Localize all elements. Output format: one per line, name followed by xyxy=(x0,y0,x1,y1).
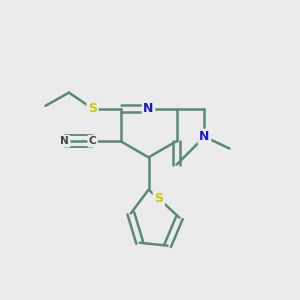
Text: S: S xyxy=(88,102,97,115)
Text: N: N xyxy=(143,102,154,115)
Text: N: N xyxy=(199,130,210,143)
Text: S: S xyxy=(154,192,163,205)
Text: C: C xyxy=(89,136,96,146)
Text: N: N xyxy=(60,136,69,146)
